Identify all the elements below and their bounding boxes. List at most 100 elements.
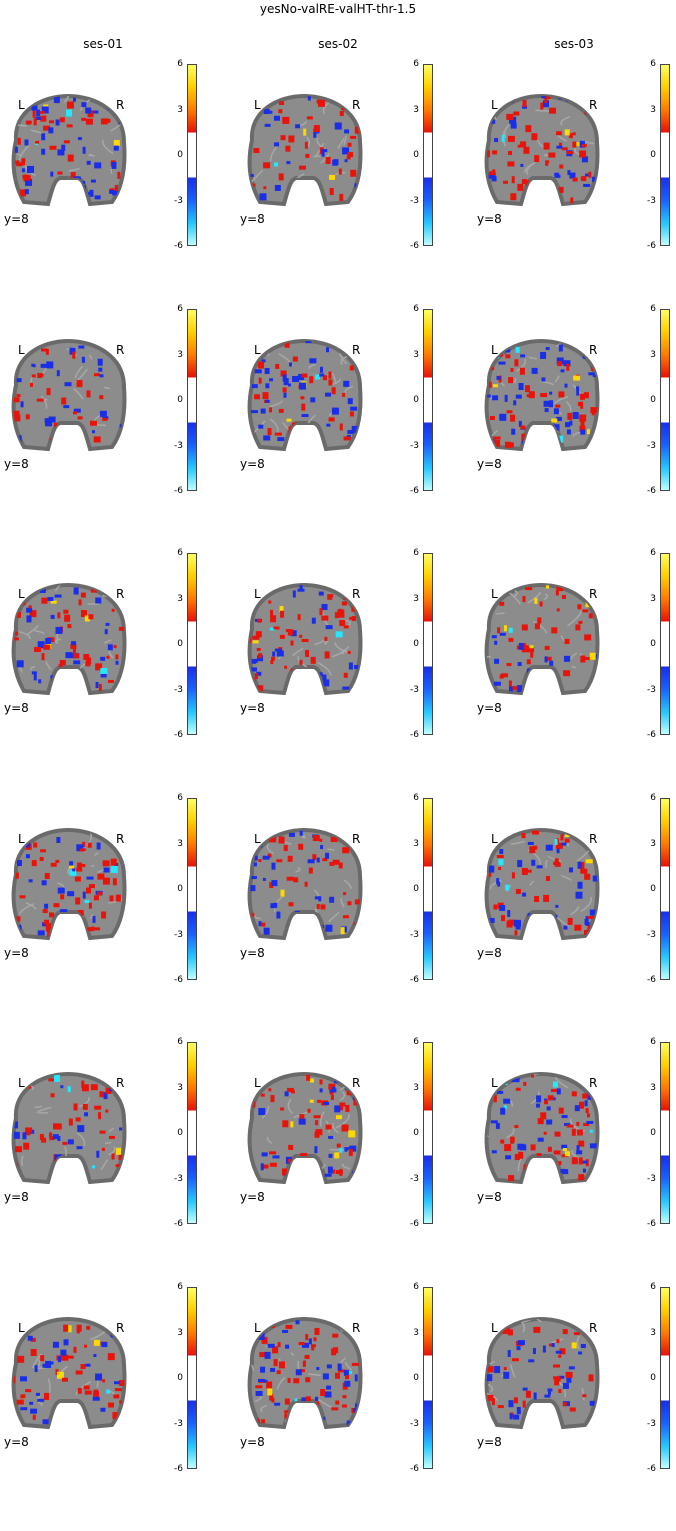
positive-activation-voxel <box>584 930 591 936</box>
positive-activation-voxel <box>102 1379 106 1383</box>
colorbar <box>423 64 433 246</box>
positive-activation-voxel <box>543 195 550 200</box>
right-hemisphere-label: R <box>352 832 361 846</box>
brain-slice-image <box>11 1316 127 1430</box>
positive-activation-voxel <box>534 623 540 630</box>
colorbar-tick-label: -6 <box>647 241 656 251</box>
colorbar-tick-label: 3 <box>413 1082 419 1093</box>
positive-activation-voxel <box>353 1099 359 1106</box>
negative-activation-voxel <box>48 127 54 134</box>
positive-activation-voxel <box>559 164 564 169</box>
positive-activation-voxel <box>336 1143 341 1148</box>
colorbar <box>423 553 433 735</box>
positive-activation-voxel <box>299 669 305 675</box>
positive-activation-voxel <box>256 1418 260 1424</box>
negative-activation-voxel <box>511 428 516 435</box>
negative-activation-voxel <box>82 181 86 185</box>
negative-activation-voxel <box>516 685 522 693</box>
negative-activation-voxel <box>95 597 102 604</box>
negative-activation-voxel <box>572 411 579 419</box>
positive-activation-voxel <box>86 657 92 665</box>
positive-activation-voxel <box>488 1366 494 1373</box>
negative-activation-voxel <box>522 1387 528 1391</box>
positive-activation-voxel <box>113 1394 120 1399</box>
brain-slice-image <box>247 338 363 452</box>
positive-activation-voxel <box>261 922 266 927</box>
colorbar-tick-label: 3 <box>413 593 419 604</box>
negative-activation-voxel <box>298 1118 306 1125</box>
positive-activation-voxel <box>328 1083 336 1090</box>
positive-activation-voxel <box>338 1105 344 1111</box>
colorbar-tick-label: 3 <box>177 104 183 115</box>
positive-activation-voxel <box>284 665 288 669</box>
colorbar-tick-label: 6 <box>650 1037 656 1047</box>
negative-activation-voxel <box>55 626 63 634</box>
negative-activation-voxel <box>253 862 257 867</box>
positive-activation-voxel <box>73 1103 78 1111</box>
colorbar-tick-label: -3 <box>174 684 183 695</box>
negative-activation-voxel <box>325 625 333 630</box>
negative-activation-voxel <box>119 1127 123 1131</box>
positive-activation-voxel <box>107 118 111 123</box>
negative-activation-voxel <box>57 1136 61 1142</box>
negative-activation-voxel <box>78 345 85 349</box>
positive-activation-voxel <box>119 1380 125 1387</box>
colorbar <box>187 1287 197 1469</box>
negative-activation-voxel <box>541 377 546 382</box>
positive-activation-voxel <box>309 1078 314 1083</box>
positive-activation-voxel <box>270 660 274 665</box>
slice-coordinate-label: y=8 <box>477 1190 502 1204</box>
negative-activation-voxel <box>283 378 289 386</box>
positive-activation-voxel <box>255 631 262 638</box>
negative-activation-voxel <box>552 1081 558 1088</box>
negative-activation-voxel <box>55 119 60 126</box>
positive-activation-voxel <box>304 1354 310 1359</box>
colorbar-tick-label: 6 <box>413 548 419 558</box>
positive-activation-voxel <box>525 125 532 133</box>
positive-activation-voxel <box>258 377 262 384</box>
positive-activation-voxel <box>316 99 321 104</box>
positive-activation-voxel <box>539 923 543 927</box>
positive-activation-voxel <box>63 1324 69 1332</box>
negative-activation-voxel <box>564 383 568 388</box>
positive-activation-voxel <box>547 1146 552 1152</box>
right-hemisphere-label: R <box>116 343 125 357</box>
negative-activation-voxel <box>307 96 311 101</box>
positive-activation-voxel <box>269 407 273 413</box>
positive-activation-voxel <box>287 855 293 862</box>
positive-activation-voxel <box>54 931 60 938</box>
positive-activation-voxel <box>278 109 283 114</box>
positive-activation-voxel <box>105 1087 112 1094</box>
positive-activation-voxel <box>292 356 298 362</box>
negative-activation-voxel <box>319 366 323 373</box>
positive-activation-voxel <box>520 141 527 148</box>
negative-activation-voxel <box>81 102 87 108</box>
negative-activation-voxel <box>13 1131 20 1139</box>
negative-activation-voxel <box>81 356 85 363</box>
negative-activation-voxel <box>274 184 281 191</box>
positive-activation-voxel <box>510 414 516 422</box>
positive-activation-voxel <box>351 1362 359 1366</box>
negative-activation-voxel <box>97 358 103 366</box>
negative-activation-voxel <box>316 1367 320 1371</box>
negative-activation-voxel <box>574 1105 580 1112</box>
positive-activation-voxel <box>44 873 50 880</box>
negative-activation-voxel <box>563 925 568 930</box>
negative-activation-voxel <box>520 354 526 358</box>
positive-activation-voxel <box>511 872 515 879</box>
positive-activation-voxel <box>513 111 520 116</box>
positive-activation-voxel <box>53 422 58 427</box>
negative-activation-voxel <box>264 123 271 127</box>
positive-activation-voxel <box>548 1343 553 1347</box>
negative-activation-voxel <box>99 374 104 378</box>
negative-activation-voxel <box>577 861 582 869</box>
negative-activation-voxel <box>491 119 496 124</box>
positive-activation-voxel <box>557 361 563 367</box>
negative-activation-voxel <box>71 641 77 646</box>
brain-slice-image <box>484 827 600 941</box>
positive-activation-voxel <box>72 351 76 359</box>
colorbar <box>187 798 197 980</box>
negative-activation-voxel <box>274 648 282 652</box>
